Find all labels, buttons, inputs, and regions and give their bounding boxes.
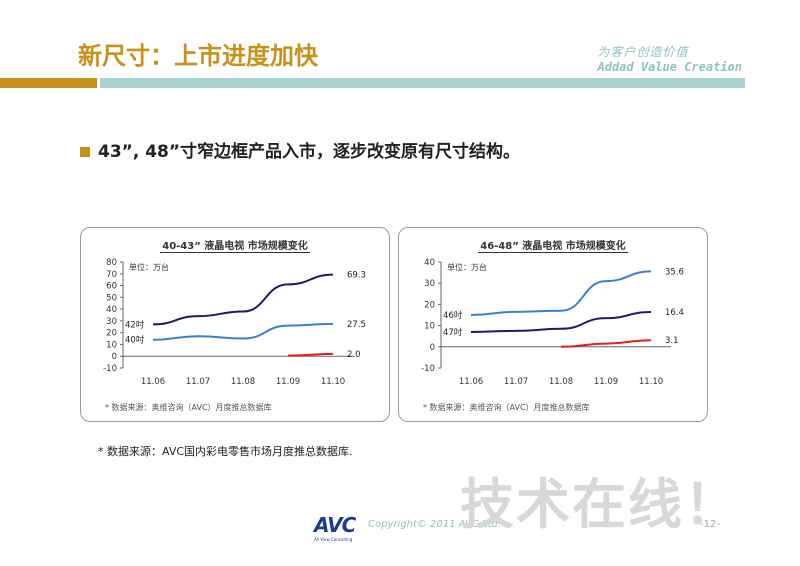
slogan-cn: 为客户创造价值 xyxy=(597,45,689,59)
bullet-text: 43”, 48”寸窄边框产品入市，逐步改变原有尺寸结构。 xyxy=(98,142,521,162)
unit-label: 单位：万台 xyxy=(447,262,487,272)
y-tick-label: 20 xyxy=(106,329,117,339)
page-title: 新尺寸：上市进度加快 xyxy=(78,42,318,70)
header-bar-teal xyxy=(100,78,745,88)
data-label: 35.6 xyxy=(665,267,684,277)
data-label: 27.5 xyxy=(347,320,366,330)
watermark: 技术在线！ xyxy=(460,473,740,536)
data-label: 3.1 xyxy=(665,336,679,346)
chart-panel-40-43: -10 0 10 20 30 40 50 60 70 80 11.06 11.07 11.08 11.09… xyxy=(80,227,390,422)
x-tick-label: 11.06 xyxy=(141,377,165,387)
y-tick-label: 0 xyxy=(430,343,435,353)
chart-source: * 数据来源：奥维咨询（AVC）月度推总数据库 xyxy=(105,403,272,412)
series-name-label: 46吋 xyxy=(443,310,463,321)
y-tick-label: 40 xyxy=(106,305,117,315)
data-label: 16.4 xyxy=(665,308,684,318)
series-line xyxy=(287,352,334,357)
series-line xyxy=(152,273,334,326)
y-tick-label: -10 xyxy=(103,364,117,374)
y-tick-label: 80 xyxy=(106,258,117,268)
page-number: -12- xyxy=(700,519,720,530)
series-line xyxy=(470,311,652,333)
y-tick-label: 10 xyxy=(106,340,117,350)
slogan-en: Addad Value Creation xyxy=(597,60,743,74)
chart-title: 40-43” 液晶电视 市场规模变化 xyxy=(160,241,310,253)
x-tick-label: 11.08 xyxy=(231,377,255,387)
copyright: Copyright© 2011 AVC Ltd. xyxy=(368,519,502,530)
unit-label: 单位：万台 xyxy=(129,262,169,272)
y-tick-label: 20 xyxy=(424,300,435,310)
x-tick-label: 11.06 xyxy=(459,377,483,387)
series-line xyxy=(470,270,652,316)
data-label: 2.0 xyxy=(347,350,361,360)
header-bar-gold xyxy=(0,78,97,88)
x-tick-label: 11.07 xyxy=(504,377,528,387)
y-tick-label: 0 xyxy=(112,352,117,362)
footnote: * 数据来源：AVC国内彩电零售市场月度推总数据库. xyxy=(98,445,353,458)
y-tick-label: 60 xyxy=(106,282,117,292)
series-line xyxy=(560,339,652,348)
bullet-point: 43”, 48”寸窄边框产品入市，逐步改变原有尺寸结构。 xyxy=(80,137,520,162)
avc-logo: AVC All View Consulting xyxy=(314,513,362,542)
y-tick-label: 40 xyxy=(424,258,435,268)
chart-panel-46-48: -10 0 10 20 30 40 11.06 11.07 11.08 11.09 11.10 单位：… xyxy=(398,227,708,422)
series-name-label: 40吋 xyxy=(125,335,145,346)
y-tick-label: 10 xyxy=(424,322,435,332)
y-tick-label: -10 xyxy=(421,364,435,374)
slogan: 为客户创造价值 Addad Value Creation xyxy=(598,43,743,74)
series-name-label: 42吋 xyxy=(125,319,145,330)
y-tick-label: 30 xyxy=(106,317,117,327)
series-line xyxy=(152,322,334,341)
x-tick-label: 11.10 xyxy=(321,377,345,387)
logo-subtitle: All View Consulting xyxy=(314,537,353,542)
chart-svg-2: -10 0 10 20 30 40 11.06 11.07 11.08 11.09 11.10 单位：… xyxy=(421,258,684,387)
bullet-square-icon xyxy=(80,147,90,157)
chart-title: 46-48” 液晶电视 市场规模变化 xyxy=(478,241,628,253)
x-tick-label: 11.09 xyxy=(594,377,618,387)
series-name-label: 47吋 xyxy=(443,327,463,338)
data-label: 69.3 xyxy=(347,271,366,281)
x-tick-label: 11.07 xyxy=(186,377,210,387)
x-tick-label: 11.10 xyxy=(639,377,663,387)
chart-source: * 数据来源：奥维咨询（AVC）月度推总数据库 xyxy=(423,403,590,412)
y-tick-label: 70 xyxy=(106,270,117,280)
x-tick-label: 11.08 xyxy=(549,377,573,387)
logo-mark: AVC xyxy=(314,513,356,537)
y-tick-label: 50 xyxy=(106,293,117,303)
y-tick-label: 30 xyxy=(424,279,435,289)
x-tick-label: 11.09 xyxy=(276,377,300,387)
